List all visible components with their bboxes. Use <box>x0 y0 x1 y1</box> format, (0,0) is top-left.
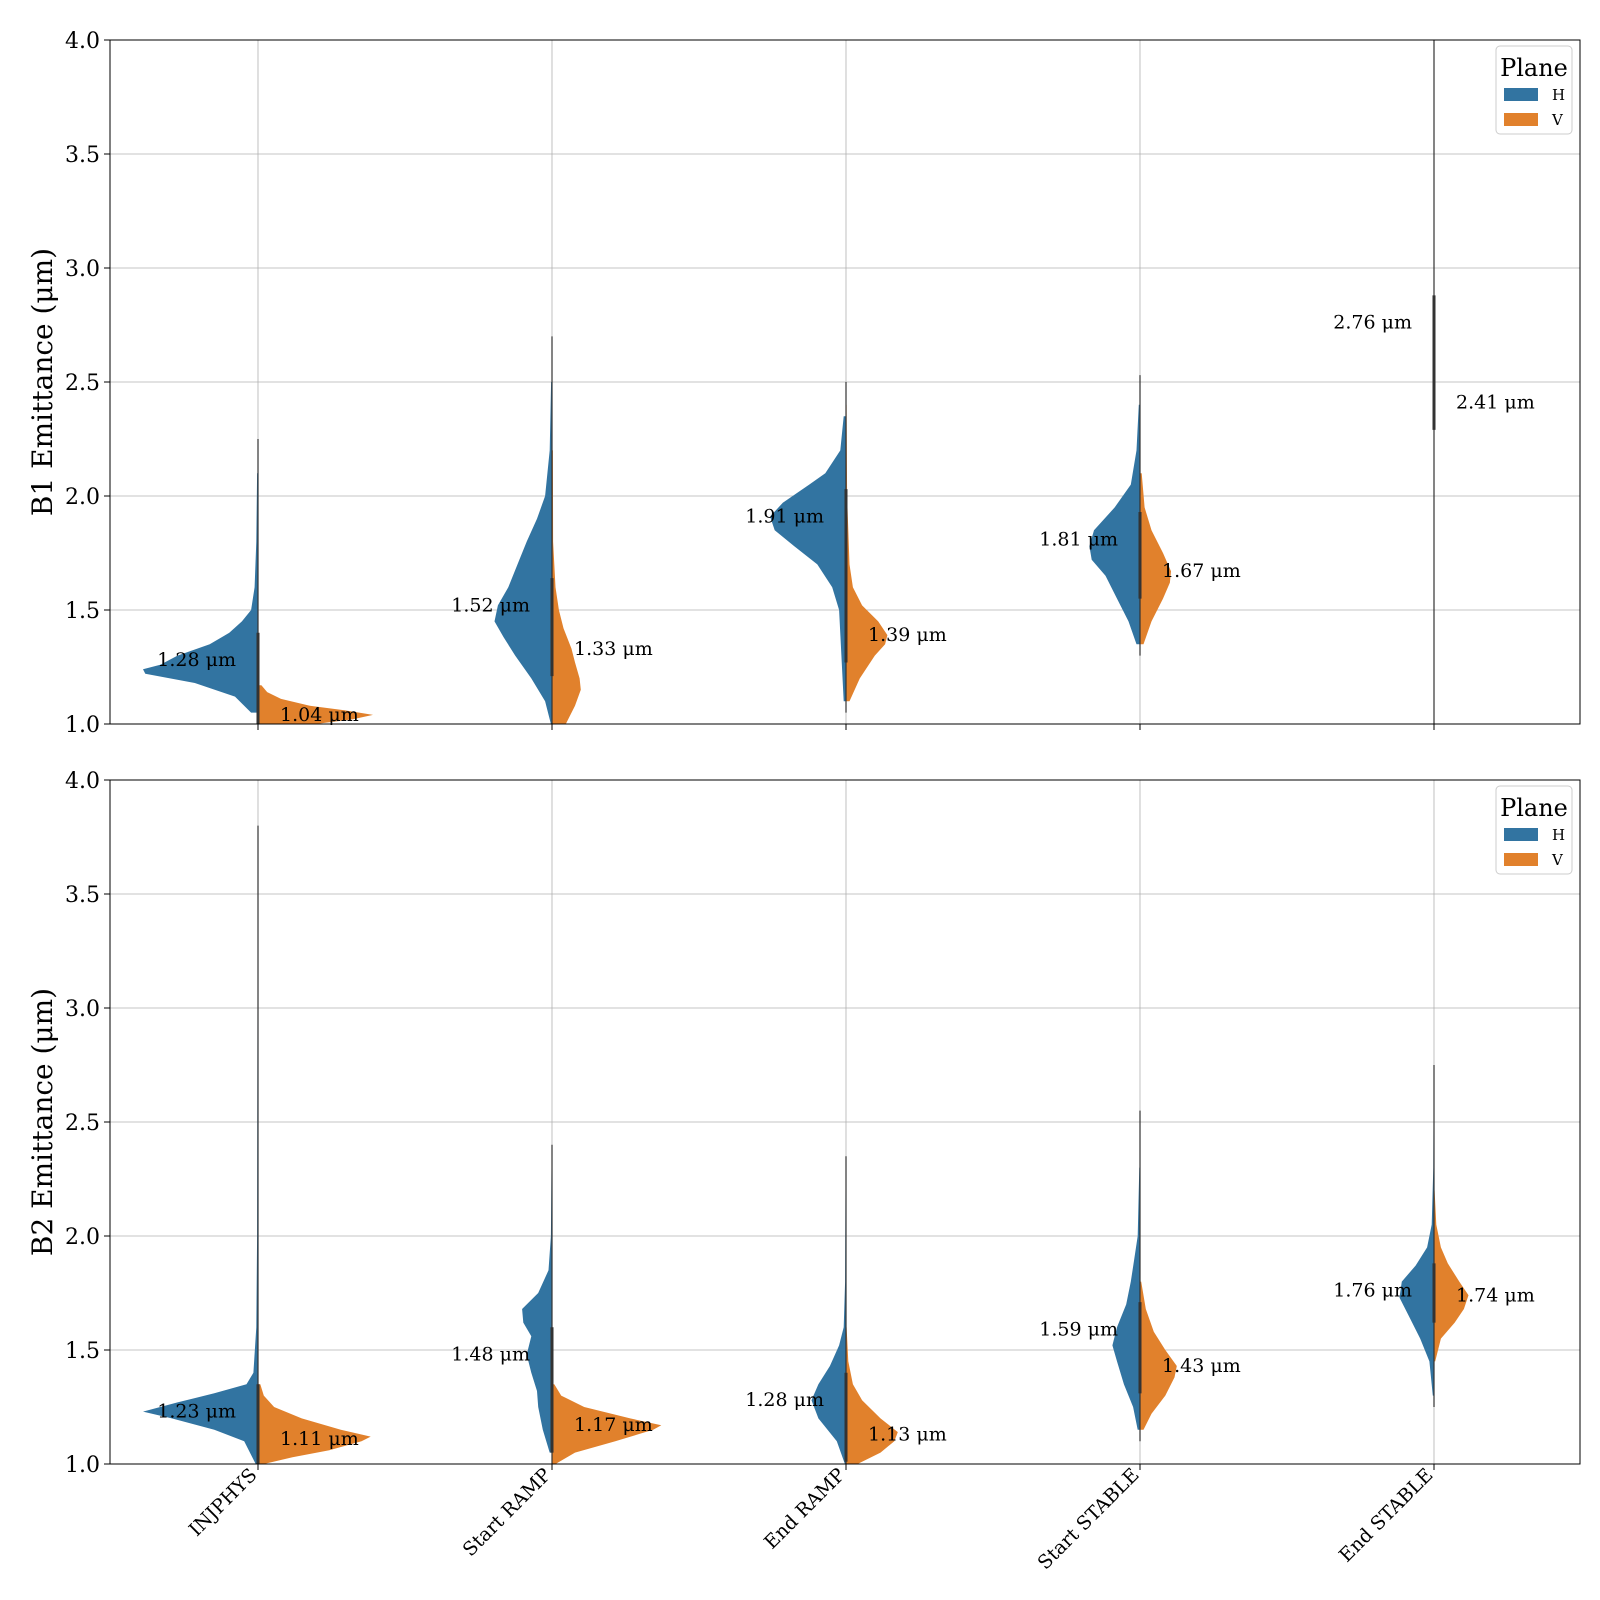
legend-entry-H: H <box>1552 826 1565 844</box>
violin-V-4 <box>1140 1281 1177 1430</box>
median-annotation: 1.33 μm <box>574 638 653 660</box>
chart-panel-2: 1.23 μm 1.48 μm 1.28 μm 1.59 μm 1.76 μm 1.11 … <box>26 769 1581 1478</box>
y-tick-label: 2.5 <box>65 371 100 396</box>
violin-H-4 <box>1089 404 1140 645</box>
y-tick-label: 3.0 <box>65 257 100 282</box>
violin-H-5 <box>1399 1076 1434 1396</box>
median-annotation: 1.74 μm <box>1456 1284 1535 1306</box>
median-annotation: 1.81 μm <box>1039 528 1118 550</box>
y-tick-label: 2.5 <box>65 1111 100 1136</box>
legend-entry-V: V <box>1551 851 1564 869</box>
y-tick-label: 3.0 <box>65 997 100 1022</box>
chart-panel-1: 1.28 μm 1.52 μm 1.91 μm 1.81 μm 2.76 μm 1.04 … <box>26 29 1581 738</box>
y-tick-label: 2.0 <box>65 1225 100 1250</box>
median-annotation: 1.23 μm <box>157 1401 236 1423</box>
violin-V-1 <box>258 1384 371 1464</box>
violin-V-5 <box>1434 1190 1469 1362</box>
median-annotation: 1.17 μm <box>574 1414 653 1436</box>
violin-V-2 <box>552 1384 662 1464</box>
median-annotation: 1.59 μm <box>1039 1318 1118 1340</box>
violin-V-2 <box>552 450 581 724</box>
legend-swatch-V <box>1504 853 1538 866</box>
violin-H-4 <box>1112 1167 1140 1430</box>
violin-H-2 <box>522 1167 552 1453</box>
violin-H-2 <box>494 382 552 724</box>
violin-H-1 <box>143 473 258 713</box>
median-annotation: 1.52 μm <box>451 594 530 616</box>
legend-title: Plane <box>1500 794 1568 822</box>
median-annotation: 1.28 μm <box>157 649 236 671</box>
legend-swatch-V <box>1504 113 1538 126</box>
y-tick-label: 3.5 <box>65 143 100 168</box>
y-tick-label: 4.0 <box>65 29 100 54</box>
median-annotation: 2.41 μm <box>1456 392 1535 414</box>
y-tick-label: 3.5 <box>65 883 100 908</box>
y-tick-label: 1.5 <box>65 599 100 624</box>
median-annotation: 1.13 μm <box>868 1423 947 1445</box>
legend-entry-V: V <box>1551 111 1564 129</box>
x-tick-label: Start STABLE <box>1034 1464 1144 1574</box>
median-annotation: 2.76 μm <box>1333 312 1412 334</box>
legend-swatch-H <box>1504 88 1538 101</box>
median-annotation: 1.91 μm <box>745 506 824 528</box>
median-annotation: 1.43 μm <box>1162 1355 1241 1377</box>
median-annotation: 1.39 μm <box>868 624 947 646</box>
y-tick-label: 1.0 <box>65 713 100 738</box>
y-tick-label: 1.5 <box>65 1339 100 1364</box>
violin-V-3 <box>846 404 888 702</box>
legend-entry-H: H <box>1552 86 1565 104</box>
violin-V-4 <box>1140 473 1171 645</box>
legend: Plane HV <box>1495 785 1573 875</box>
median-annotation: 1.04 μm <box>280 704 359 726</box>
median-annotation: 1.11 μm <box>280 1428 359 1450</box>
y-axis-label: B1 Emittance (μm) <box>26 248 59 516</box>
x-tick-label: Start RAMP <box>459 1464 556 1561</box>
x-tick-label: INJPHYS <box>185 1464 262 1541</box>
median-annotation: 1.67 μm <box>1162 560 1241 582</box>
legend: Plane HV <box>1495 45 1573 135</box>
y-tick-label: 1.0 <box>65 1453 100 1478</box>
legend-swatch-H <box>1504 828 1538 841</box>
median-annotation: 1.76 μm <box>1333 1280 1412 1302</box>
violin-V-3 <box>846 1327 898 1464</box>
y-tick-label: 4.0 <box>65 769 100 794</box>
violin-H-3 <box>770 416 846 702</box>
y-axis-label: B2 Emittance (μm) <box>26 988 59 1256</box>
median-annotation: 1.28 μm <box>745 1389 824 1411</box>
x-tick-label: End RAMP <box>760 1464 850 1554</box>
violin-V-1 <box>258 685 373 724</box>
violin-H-3 <box>811 1190 846 1464</box>
legend-title: Plane <box>1500 54 1568 82</box>
x-tick-label: End STABLE <box>1335 1464 1438 1567</box>
violin-H-1 <box>143 1008 258 1464</box>
median-annotation: 1.48 μm <box>451 1344 530 1366</box>
y-tick-label: 2.0 <box>65 485 100 510</box>
